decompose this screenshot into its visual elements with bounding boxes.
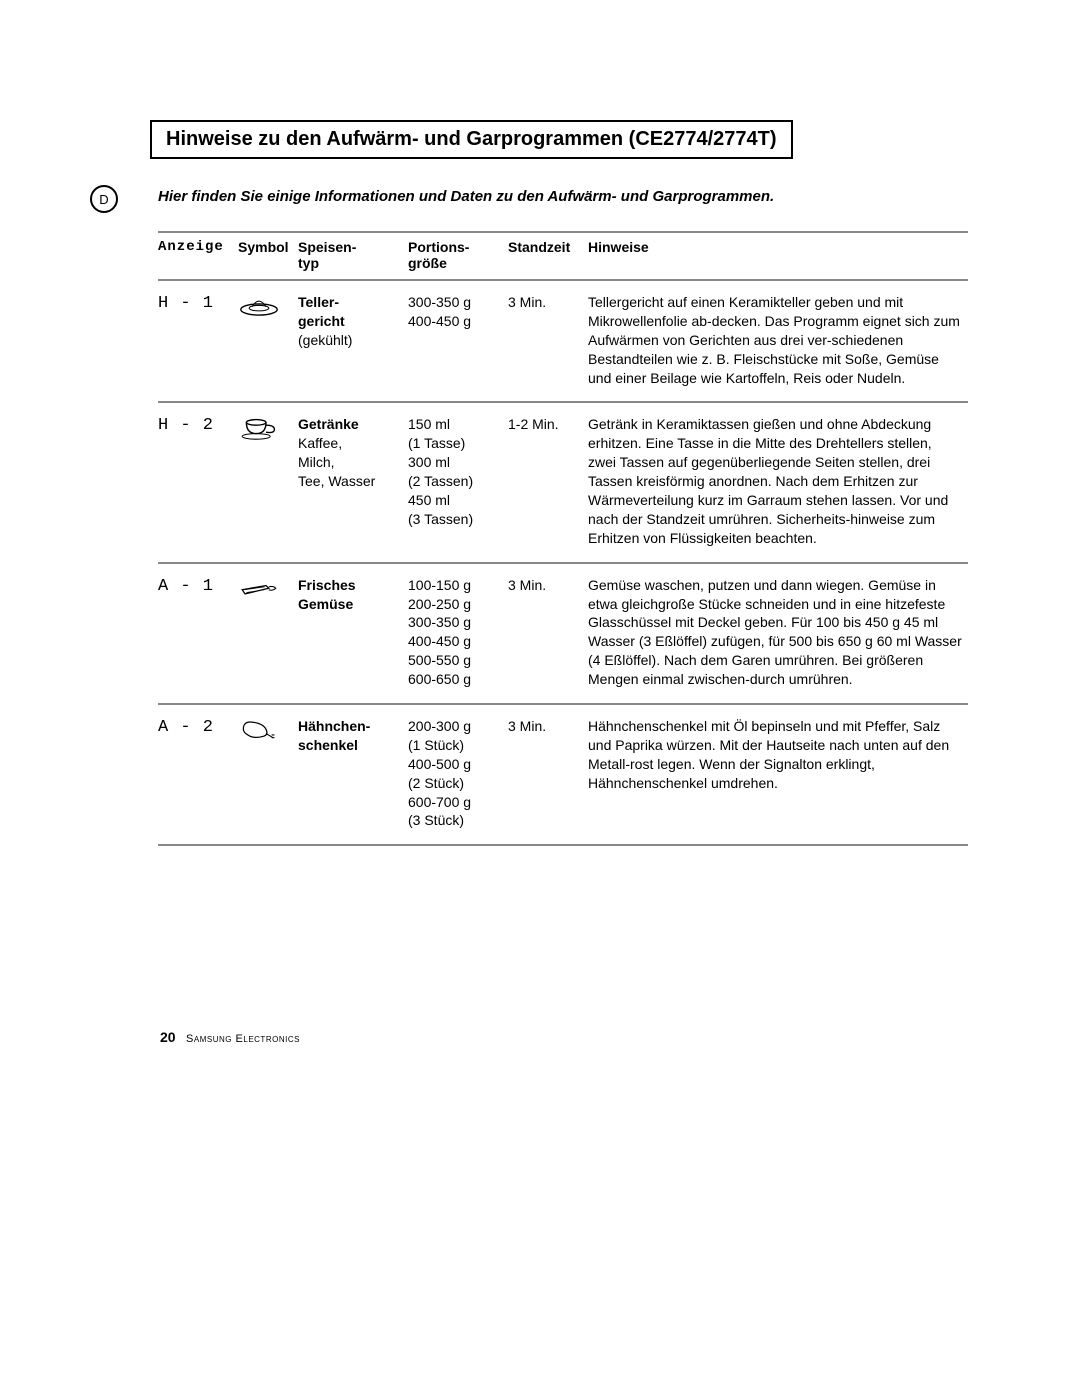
speisen-bold: FrischesGemüse bbox=[298, 577, 356, 612]
intro-text: Hier finden Sie einige Informationen und… bbox=[158, 187, 774, 207]
col-portion-1: Portions- bbox=[408, 239, 469, 255]
col-speisen-1: Speisen- bbox=[298, 239, 356, 255]
program-table: Anzeige Symbol Speisen- typ Portions- gr… bbox=[158, 231, 968, 846]
cell-speisentyp: FrischesGemüse bbox=[298, 563, 408, 704]
speisen-bold: Getränke bbox=[298, 416, 359, 432]
col-portion: Portions- größe bbox=[408, 232, 508, 280]
section-marker-icon: D bbox=[90, 185, 118, 213]
table-row: H - 2 Getränke Kaffee,Milch,Tee, Wasser 150… bbox=[158, 402, 968, 562]
table-row: A - 2 Hähnchen-schenkel 200-300 g(1 Stück)… bbox=[158, 704, 968, 845]
cell-anzeige: A - 2 bbox=[158, 704, 238, 845]
speisen-plain: Kaffee,Milch,Tee, Wasser bbox=[298, 435, 375, 489]
plate-icon bbox=[238, 306, 280, 322]
cell-portion: 200-300 g(1 Stück)400-500 g(2 Stück)600-… bbox=[408, 704, 508, 845]
speisen-bold: Teller-gericht bbox=[298, 294, 345, 329]
col-symbol: Symbol bbox=[238, 232, 298, 280]
cell-portion: 300-350 g400-450 g bbox=[408, 280, 508, 402]
cell-hinweise: Tellergericht auf einen Keramikteller ge… bbox=[588, 280, 968, 402]
footer-brand: Samsung Electronics bbox=[186, 1033, 300, 1045]
speisen-plain: (gekühlt) bbox=[298, 332, 352, 348]
speisen-bold: Hähnchen-schenkel bbox=[298, 718, 370, 753]
table-row: A - 1 FrischesGemüse 100-150 g200-250 g300… bbox=[158, 563, 968, 704]
intro-row: D Hier finden Sie einige Informationen u… bbox=[90, 187, 990, 213]
cell-symbol bbox=[238, 704, 298, 845]
table-body: H - 1 Teller-gericht (gekühlt) 300-350 g400… bbox=[158, 280, 968, 845]
cell-anzeige: A - 1 bbox=[158, 563, 238, 704]
page-number: 20 bbox=[160, 1029, 176, 1045]
cell-symbol bbox=[238, 280, 298, 402]
document-page: Hinweise zu den Aufwärm- und Garprogramm… bbox=[0, 0, 1080, 1397]
cell-portion: 150 ml(1 Tasse)300 ml(2 Tassen)450 ml(3 … bbox=[408, 402, 508, 562]
cell-symbol bbox=[238, 563, 298, 704]
veg-icon bbox=[238, 589, 280, 605]
table-header-row: Anzeige Symbol Speisen- typ Portions- gr… bbox=[158, 232, 968, 280]
cell-hinweise: Hähnchenschenkel mit Öl bepinseln und mi… bbox=[588, 704, 968, 845]
col-standzeit: Standzeit bbox=[508, 232, 588, 280]
col-anzeige: Anzeige bbox=[158, 232, 238, 280]
col-speisen: Speisen- typ bbox=[298, 232, 408, 280]
chicken-icon bbox=[238, 730, 280, 746]
cell-hinweise: Getränk in Keramiktassen gießen und ohne… bbox=[588, 402, 968, 562]
col-portion-2: größe bbox=[408, 255, 447, 271]
page-footer: 20 Samsung Electronics bbox=[160, 1029, 300, 1047]
table-row: H - 1 Teller-gericht (gekühlt) 300-350 g400… bbox=[158, 280, 968, 402]
cell-speisentyp: Teller-gericht (gekühlt) bbox=[298, 280, 408, 402]
cell-portion: 100-150 g200-250 g300-350 g400-450 g500-… bbox=[408, 563, 508, 704]
cell-hinweise: Gemüse waschen, putzen und dann wiegen. … bbox=[588, 563, 968, 704]
cell-speisentyp: Getränke Kaffee,Milch,Tee, Wasser bbox=[298, 402, 408, 562]
cell-anzeige: H - 1 bbox=[158, 280, 238, 402]
page-title: Hinweise zu den Aufwärm- und Garprogramm… bbox=[166, 128, 777, 150]
cell-standzeit: 3 Min. bbox=[508, 704, 588, 845]
col-speisen-2: typ bbox=[298, 255, 319, 271]
cell-standzeit: 3 Min. bbox=[508, 280, 588, 402]
cell-speisentyp: Hähnchen-schenkel bbox=[298, 704, 408, 845]
cell-standzeit: 3 Min. bbox=[508, 563, 588, 704]
cell-anzeige: H - 2 bbox=[158, 402, 238, 562]
cup-icon bbox=[238, 428, 280, 444]
cell-standzeit: 1-2 Min. bbox=[508, 402, 588, 562]
title-box: Hinweise zu den Aufwärm- und Garprogramm… bbox=[150, 120, 793, 159]
col-hinweise: Hinweise bbox=[588, 232, 968, 280]
cell-symbol bbox=[238, 402, 298, 562]
